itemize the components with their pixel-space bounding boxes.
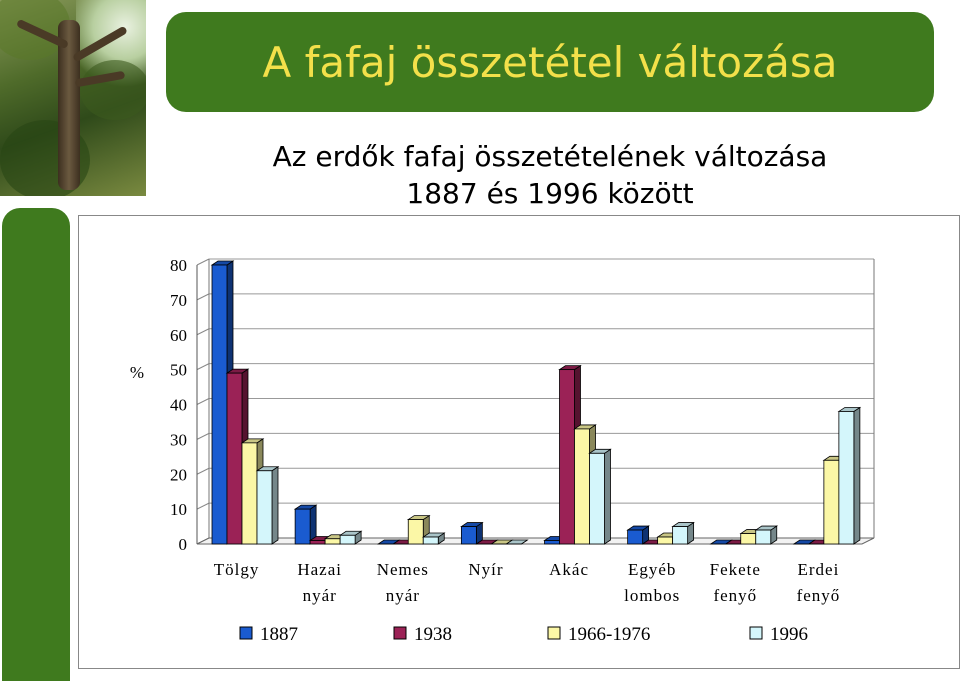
y-tick-label: 40: [170, 396, 187, 415]
bar: [339, 534, 356, 545]
bar: [574, 428, 590, 545]
grid-depth-line: [196, 398, 210, 405]
bar: [324, 538, 341, 545]
bar: [755, 529, 772, 545]
bar: [559, 369, 575, 545]
x-tick-label: lombos: [624, 586, 680, 605]
y-tick-label: 20: [170, 465, 187, 484]
page-title: A fafaj összetétel változása: [262, 38, 838, 87]
bar: [672, 526, 689, 545]
grid-depth-line: [196, 502, 210, 510]
bar: [823, 459, 840, 545]
y-tick-label: 80: [170, 256, 187, 275]
bar: [407, 519, 424, 545]
bar-side: [271, 466, 279, 545]
y-axis-title: %: [130, 363, 144, 382]
bar: [740, 533, 757, 545]
bar: [589, 452, 605, 545]
chart-title: Az erdők fafaj összetételének változása …: [180, 138, 920, 212]
bar: [256, 470, 273, 545]
grid-depth-line: [196, 363, 210, 371]
y-tick-label: 50: [170, 361, 187, 380]
legend-label: 1887: [260, 624, 298, 645]
bar: [627, 529, 644, 545]
x-tick-label: Akác: [549, 560, 589, 579]
x-tick-label: fenyő: [713, 586, 757, 605]
x-tick-label: Hazai: [297, 560, 342, 579]
legend-label: 1938: [414, 624, 452, 645]
bar: [294, 508, 311, 545]
y-tick-label: 0: [179, 535, 188, 554]
x-tick-label: Fekete: [710, 560, 761, 579]
x-tick-label: Egyéb: [628, 560, 676, 579]
grid-depth-line: [196, 258, 210, 266]
bar: [309, 540, 326, 545]
bar: [226, 372, 243, 545]
title-banner: A fafaj összetétel változása: [166, 12, 934, 112]
legend-label: 1966-1976: [568, 624, 650, 645]
bar-side: [604, 448, 611, 545]
x-tick-label: nyár: [303, 586, 337, 605]
legend-swatch: [393, 626, 407, 640]
bar: [241, 442, 258, 545]
y-tick-label: 60: [170, 326, 187, 345]
grid-depth-line: [196, 293, 210, 301]
x-tick-label: fenyő: [797, 586, 841, 605]
x-tick-label: Nyír: [468, 560, 503, 579]
chart-title-line-2: 1887 és 1996 között: [406, 177, 694, 210]
grid-depth-line: [196, 467, 210, 475]
y-tick-label: 30: [170, 430, 187, 449]
x-tick-label: Erdei: [798, 560, 840, 579]
legend-swatch: [749, 626, 763, 640]
legend-swatch: [239, 626, 253, 640]
grid-depth-line: [196, 432, 210, 440]
bar-side: [853, 406, 861, 545]
x-tick-label: Nemes: [377, 560, 429, 579]
bar: [838, 411, 855, 545]
bar: [544, 540, 560, 545]
chart-title-line-1: Az erdők fafaj összetételének változása: [272, 140, 828, 173]
x-tick-label: Tölgy: [214, 560, 260, 579]
y-tick-label: 70: [170, 291, 187, 310]
bar: [657, 536, 674, 545]
bar: [422, 536, 439, 545]
legend-swatch: [547, 626, 561, 640]
bar: [460, 526, 477, 545]
y-tick-label: 10: [170, 500, 187, 519]
bar: [211, 264, 228, 545]
x-tick-label: nyár: [386, 586, 420, 605]
side-decoration: [2, 208, 70, 681]
legend-label: 1996: [770, 624, 808, 645]
grid-depth-line: [196, 328, 210, 336]
forest-photo: [0, 0, 146, 196]
